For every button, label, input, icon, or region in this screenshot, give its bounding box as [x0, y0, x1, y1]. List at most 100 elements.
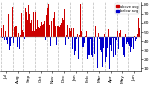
- Bar: [49, 25, 50, 37]
- Bar: [129, 37, 130, 46]
- Bar: [68, 37, 69, 39]
- Bar: [109, 37, 110, 69]
- Bar: [137, 34, 138, 37]
- Bar: [117, 31, 118, 37]
- Bar: [120, 30, 121, 37]
- Bar: [97, 37, 98, 68]
- Bar: [71, 28, 72, 37]
- Bar: [116, 37, 117, 40]
- Bar: [82, 37, 83, 47]
- Bar: [22, 30, 23, 37]
- Bar: [69, 28, 70, 37]
- Bar: [4, 37, 5, 40]
- Bar: [26, 12, 27, 37]
- Bar: [114, 37, 115, 38]
- Bar: [76, 37, 77, 55]
- Bar: [6, 37, 7, 40]
- Bar: [39, 29, 40, 37]
- Bar: [123, 37, 124, 55]
- Bar: [36, 29, 37, 37]
- Bar: [60, 25, 61, 37]
- Bar: [107, 37, 108, 48]
- Bar: [77, 33, 78, 37]
- Bar: [21, 13, 22, 37]
- Bar: [90, 37, 91, 39]
- Bar: [61, 23, 62, 37]
- Bar: [29, 14, 30, 37]
- Bar: [3, 25, 4, 37]
- Bar: [132, 37, 133, 38]
- Bar: [30, 23, 31, 37]
- Bar: [74, 37, 75, 55]
- Bar: [119, 33, 120, 37]
- Bar: [58, 26, 59, 37]
- Bar: [102, 37, 103, 67]
- Bar: [88, 37, 89, 55]
- Bar: [57, 26, 58, 37]
- Legend: above avg, below avg: above avg, below avg: [115, 3, 139, 14]
- Bar: [2, 37, 3, 39]
- Bar: [125, 34, 126, 37]
- Bar: [67, 25, 68, 37]
- Bar: [72, 37, 73, 49]
- Bar: [105, 37, 106, 43]
- Bar: [28, 5, 29, 37]
- Bar: [19, 37, 20, 49]
- Bar: [128, 37, 129, 44]
- Bar: [63, 20, 64, 37]
- Bar: [65, 37, 66, 45]
- Bar: [12, 7, 13, 37]
- Bar: [24, 37, 25, 39]
- Bar: [91, 37, 92, 55]
- Bar: [122, 37, 123, 47]
- Bar: [85, 36, 86, 37]
- Bar: [80, 4, 81, 37]
- Bar: [127, 37, 128, 42]
- Bar: [1, 28, 2, 37]
- Bar: [79, 35, 80, 37]
- Bar: [51, 21, 52, 37]
- Bar: [133, 37, 134, 49]
- Bar: [135, 37, 136, 41]
- Bar: [27, 20, 28, 37]
- Bar: [46, 15, 47, 37]
- Bar: [84, 15, 85, 37]
- Bar: [10, 30, 11, 37]
- Bar: [41, 22, 42, 37]
- Bar: [115, 37, 116, 55]
- Bar: [95, 26, 96, 37]
- Bar: [48, 4, 49, 37]
- Bar: [112, 37, 113, 38]
- Bar: [8, 14, 9, 37]
- Bar: [110, 37, 111, 45]
- Bar: [139, 32, 140, 37]
- Bar: [42, 25, 43, 37]
- Bar: [62, 18, 63, 37]
- Bar: [64, 9, 65, 37]
- Bar: [55, 26, 56, 37]
- Bar: [9, 37, 10, 50]
- Bar: [14, 27, 15, 37]
- Bar: [50, 37, 51, 46]
- Bar: [111, 37, 112, 51]
- Bar: [37, 20, 38, 37]
- Bar: [47, 8, 48, 37]
- Bar: [15, 37, 16, 46]
- Bar: [33, 12, 34, 37]
- Bar: [86, 31, 87, 37]
- Bar: [45, 37, 46, 40]
- Bar: [53, 18, 54, 37]
- Bar: [18, 33, 19, 37]
- Bar: [134, 36, 135, 37]
- Bar: [130, 37, 131, 52]
- Bar: [70, 31, 71, 37]
- Bar: [40, 26, 41, 37]
- Bar: [20, 35, 21, 37]
- Bar: [59, 27, 60, 37]
- Bar: [83, 37, 84, 47]
- Bar: [126, 36, 127, 37]
- Bar: [87, 37, 88, 59]
- Bar: [44, 21, 45, 37]
- Bar: [100, 37, 101, 69]
- Bar: [92, 37, 93, 49]
